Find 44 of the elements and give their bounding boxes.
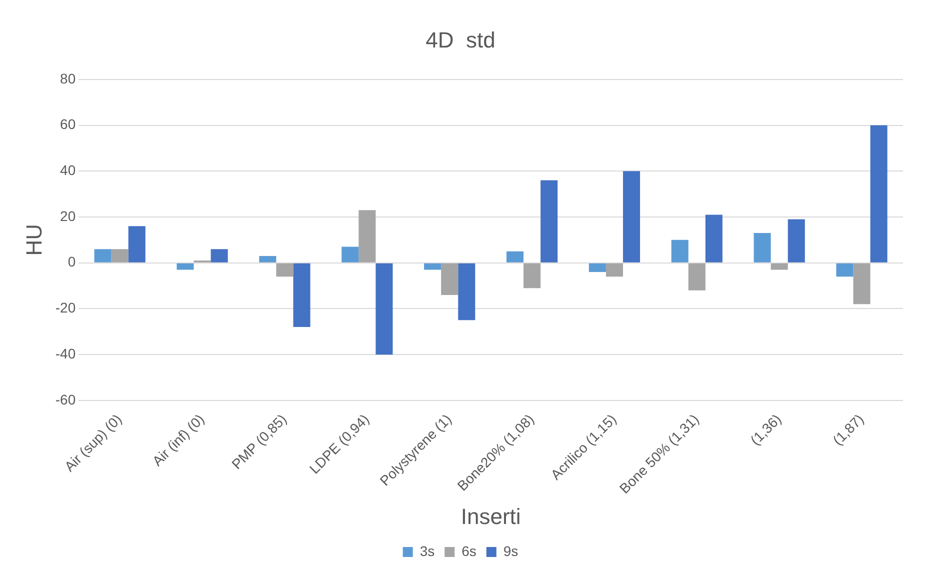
bar bbox=[441, 263, 458, 295]
y-tick-label: -40 bbox=[55, 345, 76, 362]
bar bbox=[540, 180, 558, 262]
y-tick-label: -20 bbox=[55, 300, 76, 316]
legend-label: 9s bbox=[503, 542, 518, 559]
bar bbox=[259, 256, 276, 262]
bar bbox=[210, 249, 228, 262]
x-axis-title: Inserti bbox=[460, 504, 521, 529]
y-tick-label: 80 bbox=[60, 70, 76, 86]
bar bbox=[176, 263, 194, 270]
y-tick-label: 40 bbox=[60, 162, 76, 178]
bar bbox=[606, 263, 623, 277]
bar bbox=[588, 263, 606, 272]
bar bbox=[376, 263, 393, 355]
bar bbox=[293, 263, 310, 328]
bar bbox=[111, 249, 128, 262]
y-tick-label: 20 bbox=[60, 208, 76, 224]
bar bbox=[870, 125, 888, 262]
chart-title: 4D std bbox=[426, 27, 496, 52]
bar bbox=[128, 226, 146, 262]
y-tick-label: -60 bbox=[55, 391, 76, 408]
bar bbox=[688, 263, 706, 290]
bar bbox=[671, 240, 688, 262]
bar bbox=[276, 263, 294, 277]
bar bbox=[770, 263, 788, 270]
bar bbox=[94, 249, 112, 262]
bar bbox=[836, 263, 854, 277]
bar bbox=[853, 263, 870, 304]
bar bbox=[424, 263, 442, 270]
bar bbox=[358, 210, 376, 262]
bar bbox=[705, 214, 722, 262]
bar bbox=[506, 251, 524, 262]
bar bbox=[788, 219, 805, 262]
bar bbox=[524, 263, 541, 288]
legend-label: 3s bbox=[420, 542, 435, 559]
y-axis-title: HU bbox=[21, 224, 46, 256]
y-tick-label: 60 bbox=[60, 116, 76, 132]
bar bbox=[754, 233, 771, 262]
bar bbox=[458, 263, 476, 320]
x-tick-label: Air (inf) (0) bbox=[149, 410, 208, 469]
y-tick-label: 0 bbox=[68, 254, 76, 270]
bar bbox=[342, 246, 359, 262]
legend-label: 6s bbox=[462, 542, 476, 559]
bar bbox=[622, 171, 640, 262]
